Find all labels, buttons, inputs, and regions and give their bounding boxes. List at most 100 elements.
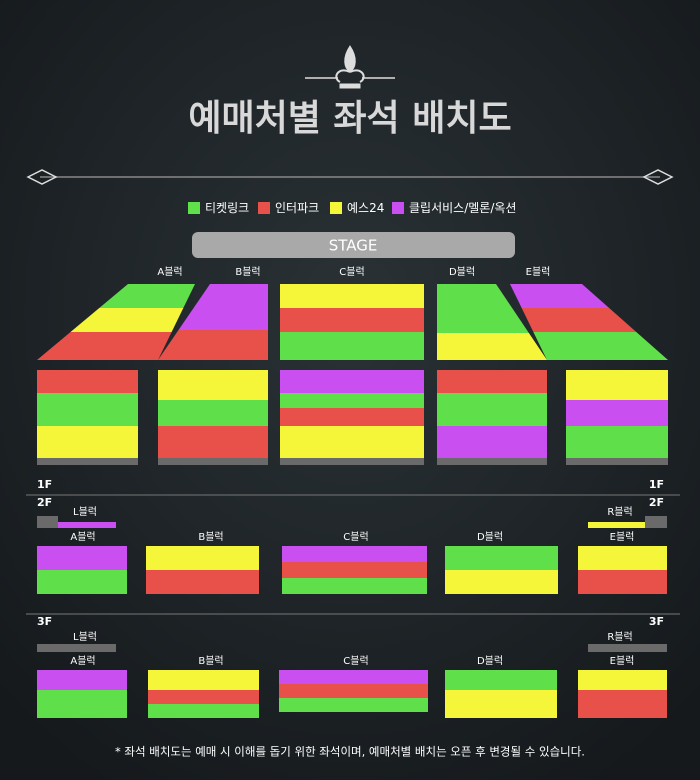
block-label: L블럭 <box>73 506 97 518</box>
seat-stripe <box>445 690 557 718</box>
seat-stripe <box>282 578 427 594</box>
seat-stripe <box>578 570 667 594</box>
block-label: C블럭 <box>339 266 364 278</box>
seat-stripe <box>437 458 547 465</box>
block-label: A블럭 <box>157 266 182 278</box>
seat-stripe <box>37 570 127 594</box>
sections <box>37 284 668 718</box>
stage-label: STAGE <box>329 237 378 255</box>
seat-stripe <box>280 308 424 332</box>
block-label: B블럭 <box>198 531 223 543</box>
seat-block <box>510 284 668 360</box>
seat-stripe <box>282 562 427 578</box>
stage <box>192 232 515 258</box>
block-label: E블럭 <box>610 531 635 543</box>
seat-stripe <box>58 522 116 528</box>
seat-block <box>588 522 645 528</box>
seat-stripe <box>578 546 667 570</box>
block-label: E블럭 <box>610 655 635 667</box>
legend-label: 인터파크 <box>275 201 319 215</box>
legend-label: 예스24 <box>347 201 384 215</box>
seat-stripe <box>566 426 668 458</box>
block-label: R블럭 <box>607 506 632 518</box>
floor-label: 2F <box>37 496 52 509</box>
seat-stripe <box>566 458 668 465</box>
seat-stripe <box>588 522 645 528</box>
seat-stripe <box>279 684 428 698</box>
seat-stripe <box>148 704 259 718</box>
floor-label: 2F <box>649 496 664 509</box>
floor-label: 1F <box>649 478 664 491</box>
seat-block <box>37 644 116 652</box>
seat-block <box>148 670 259 718</box>
block-label: A블럭 <box>70 655 95 667</box>
seat-stripe <box>37 690 127 718</box>
block-label: D블럭 <box>477 655 503 667</box>
floor-label: 3F <box>649 615 664 628</box>
seat-block <box>282 546 427 594</box>
floor-label: 3F <box>37 615 52 628</box>
seat-block <box>146 546 259 594</box>
seat-block <box>437 370 547 465</box>
seat-stripe <box>158 330 268 360</box>
seat-block <box>158 370 268 465</box>
floor-label: 1F <box>37 478 52 491</box>
seat-stripe <box>158 458 268 465</box>
seat-stripe <box>280 426 424 458</box>
seat-stripe <box>280 393 424 408</box>
labels: A블럭 B블럭 C블럭 D블럭 E블럭 A블럭 B블럭 C블럭 D블럭 E블럭 A블럭 B블럭 C블럭 D… <box>37 266 664 667</box>
seat-stripe <box>280 284 424 308</box>
seat-stripe <box>37 644 116 652</box>
seat-stripe <box>578 670 667 690</box>
seat-stripe <box>279 670 428 684</box>
seat-stripe <box>437 426 547 458</box>
seat-block <box>445 546 558 594</box>
seat-stripe <box>37 370 138 393</box>
legend-swatch <box>392 202 404 214</box>
seat-stripe <box>437 370 547 393</box>
seat-stripe <box>37 458 138 465</box>
block-label: E블럭 <box>526 266 551 278</box>
block-label: R블럭 <box>607 631 632 643</box>
seat-stripe <box>645 516 667 528</box>
block-label: B블럭 <box>198 655 223 667</box>
seat-block <box>158 284 268 360</box>
seat-block <box>645 516 667 528</box>
seat-stripe <box>280 370 424 393</box>
seat-stripe <box>146 546 259 570</box>
seat-stripe <box>37 516 58 528</box>
seat-block <box>578 670 667 718</box>
seat-block <box>578 546 667 594</box>
legend: 티켓링크 인터파크 예스24 클립서비스/멜론/옥션 <box>188 201 516 215</box>
seat-block <box>37 670 127 718</box>
legend-swatch <box>258 202 270 214</box>
seat-block <box>37 546 127 594</box>
seat-stripe <box>445 670 557 690</box>
seat-stripe <box>279 698 428 712</box>
seat-stripe <box>280 332 424 360</box>
seat-block <box>445 670 557 718</box>
seat-block <box>37 370 138 465</box>
block-label: A블럭 <box>70 531 95 543</box>
seat-stripe <box>566 400 668 426</box>
title: 예매처별 좌석 배치도 <box>188 98 511 139</box>
seat-block <box>566 370 668 465</box>
seat-stripe <box>158 400 268 426</box>
legend-swatch <box>330 202 342 214</box>
seat-stripe <box>280 458 424 465</box>
seat-block <box>279 670 428 712</box>
seat-stripe <box>148 670 259 690</box>
seat-stripe <box>158 426 268 458</box>
seat-stripe <box>588 644 667 652</box>
seat-stripe <box>445 546 558 570</box>
legend-swatch <box>188 202 200 214</box>
seat-stripe <box>437 333 547 360</box>
block-label: L블럭 <box>73 631 97 643</box>
seat-stripe <box>37 546 127 570</box>
seat-stripe <box>37 426 138 458</box>
legend-label: 클립서비스/멜론/옥션 <box>409 201 516 215</box>
seat-block <box>58 522 116 528</box>
seat-stripe <box>146 570 259 594</box>
seat-stripe <box>158 370 268 400</box>
